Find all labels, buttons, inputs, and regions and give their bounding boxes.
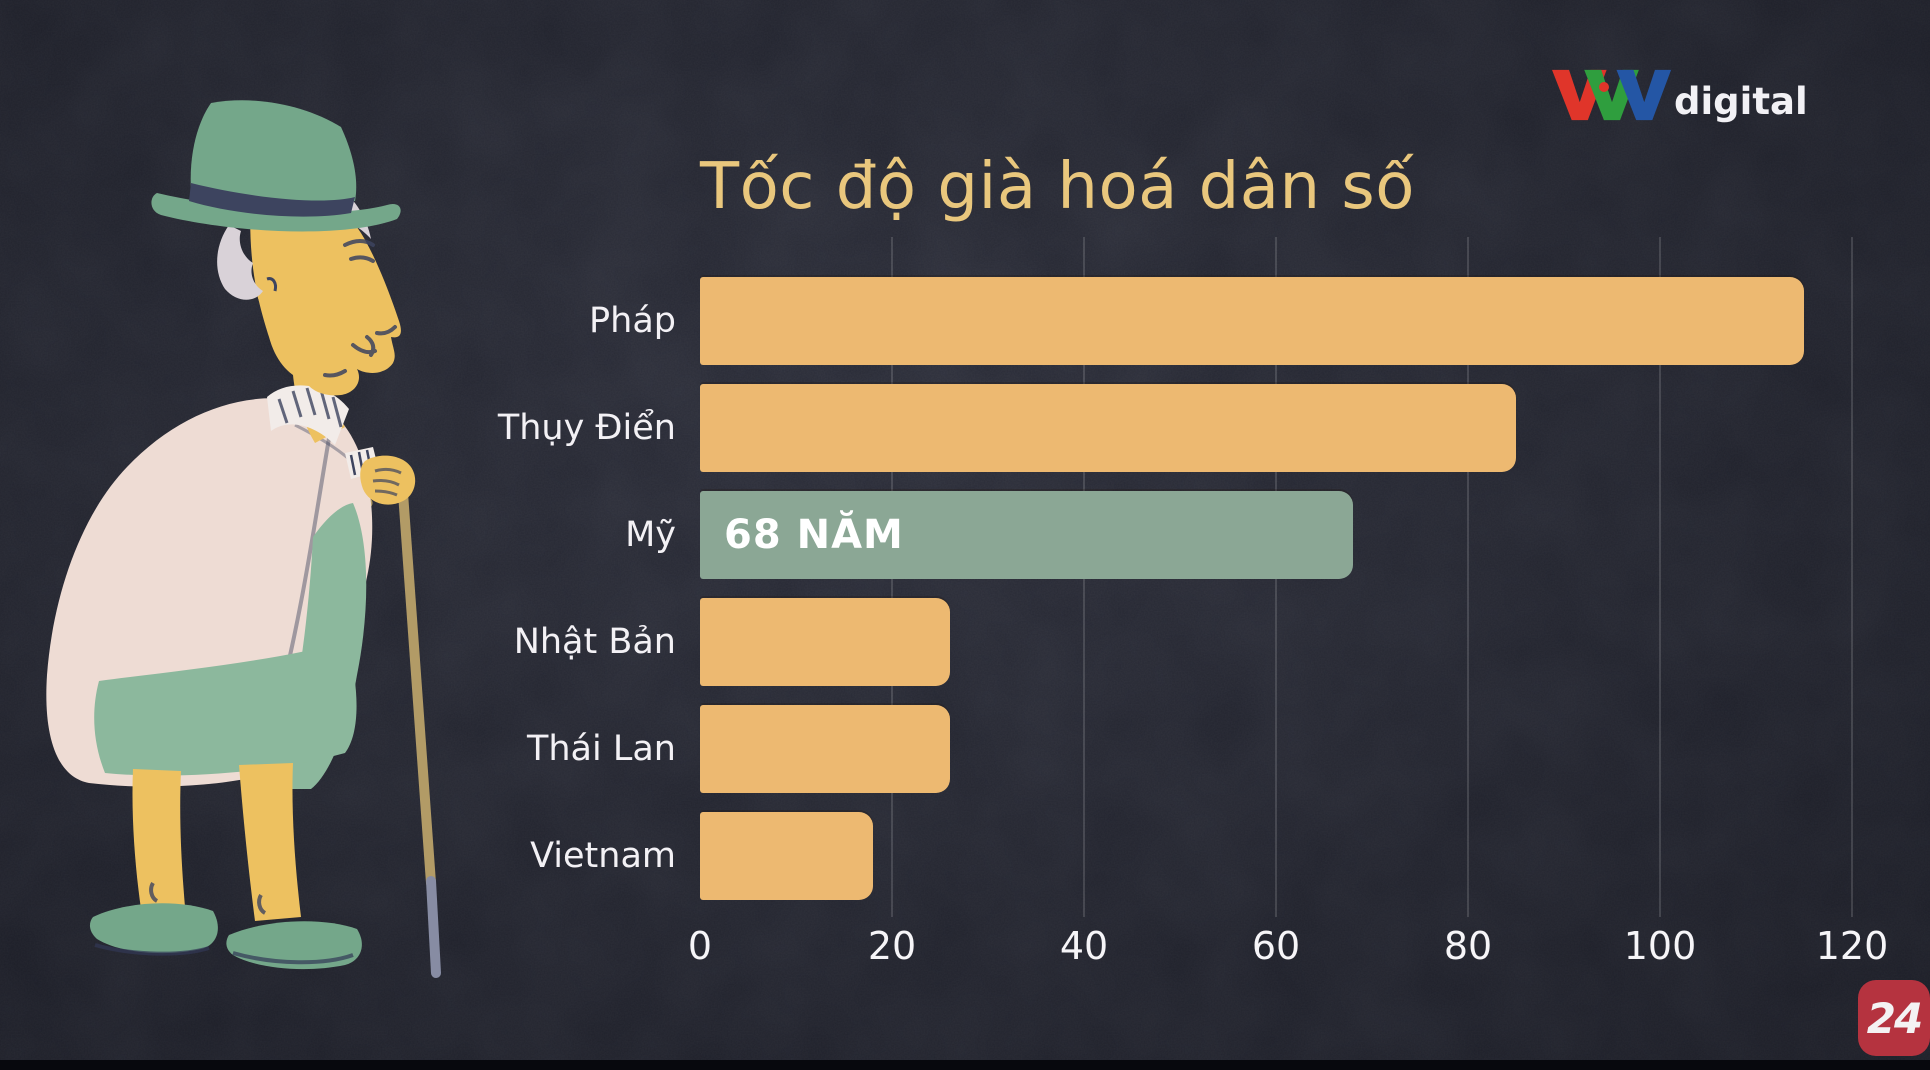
bar-row-my: Mỹ 68 NĂM bbox=[625, 491, 1852, 579]
bar-track: 68 NĂM bbox=[700, 491, 1852, 579]
axis-tick: 20 bbox=[867, 924, 917, 968]
axis-ticks: 0 20 40 60 80 100 120 bbox=[688, 924, 1888, 974]
bar-track bbox=[700, 812, 1852, 900]
bar-row-vietnam: Vietnam bbox=[530, 812, 1852, 900]
bar-thuy-dien bbox=[700, 384, 1516, 472]
ankle-line-back bbox=[149, 881, 159, 903]
bar-track bbox=[700, 384, 1852, 472]
bar-vietnam bbox=[700, 812, 873, 900]
bar-row-thuy-dien: Thụy Điển bbox=[498, 384, 1852, 472]
letterbox-bar bbox=[0, 1060, 1930, 1070]
axis-tick: 120 bbox=[1815, 924, 1889, 968]
collar-ribs bbox=[277, 387, 343, 428]
ear-line bbox=[266, 277, 277, 292]
vtv-logo-mark bbox=[1552, 69, 1672, 121]
cane-tip bbox=[426, 876, 441, 978]
hat-crown bbox=[190, 100, 357, 205]
front-slipper-sole bbox=[232, 951, 354, 965]
cane-shaft bbox=[398, 488, 436, 888]
axis-tick: 80 bbox=[1443, 924, 1493, 968]
ankle-line-front bbox=[257, 893, 267, 915]
category-label: Thụy Điển bbox=[497, 408, 676, 448]
bar-track bbox=[700, 598, 1852, 686]
bar-phap bbox=[700, 277, 1804, 365]
sleeve-shadow bbox=[294, 423, 350, 461]
chart-title: Tốc độ già hoá dân số bbox=[700, 150, 1415, 224]
bar-chart: Pháp Thụy Điển Mỹ 68 NĂM Nhật Bản bbox=[498, 237, 1888, 974]
finger-lines bbox=[372, 467, 402, 497]
bar-my: 68 NĂM bbox=[700, 491, 1353, 579]
bar-nhat-ban bbox=[700, 598, 950, 686]
bar-row-thai-lan: Thái Lan bbox=[527, 705, 1852, 793]
category-label: Thái Lan bbox=[527, 729, 676, 769]
category-label: Mỹ bbox=[625, 515, 676, 555]
back-slipper bbox=[89, 903, 218, 954]
bar-row-nhat-ban: Nhật Bản bbox=[514, 598, 1852, 686]
bar-value-label: 68 NĂM bbox=[724, 512, 904, 558]
vtv-logo-digital-text: digital bbox=[1674, 80, 1808, 123]
vtv-letter-v2 bbox=[1616, 69, 1672, 121]
ear bbox=[256, 269, 286, 308]
axis-tick: 40 bbox=[1059, 924, 1109, 968]
elderly-woman-illustration bbox=[46, 100, 441, 978]
hair-back bbox=[217, 225, 263, 300]
axis-tick: 100 bbox=[1623, 924, 1697, 968]
vtv24-badge: 24 bbox=[1858, 980, 1930, 1056]
collar bbox=[267, 385, 349, 445]
skirt bbox=[94, 641, 357, 776]
category-label: Pháp bbox=[589, 301, 676, 341]
face-lines bbox=[323, 239, 397, 378]
category-label: Nhật Bản bbox=[513, 622, 676, 662]
bar-thai-lan bbox=[700, 705, 950, 793]
hat-band bbox=[189, 183, 355, 217]
category-label: Vietnam bbox=[530, 836, 676, 876]
axis-tick: 0 bbox=[687, 924, 713, 968]
bar-row-phap: Pháp bbox=[589, 277, 1852, 365]
bar-rows: Pháp Thụy Điển Mỹ 68 NĂM Nhật Bản bbox=[498, 277, 1852, 900]
front-leg bbox=[239, 763, 301, 921]
bar-track bbox=[700, 277, 1852, 365]
logo-g-dot bbox=[1599, 82, 1609, 92]
vtv-digital-logo: VTV digital bbox=[1552, 66, 1808, 122]
back-leg bbox=[132, 769, 185, 909]
bar-track bbox=[700, 705, 1852, 793]
axis-tick: 60 bbox=[1251, 924, 1301, 968]
vtv24-badge-label: 24 bbox=[1866, 993, 1923, 1043]
back-slipper-sole bbox=[94, 943, 210, 956]
